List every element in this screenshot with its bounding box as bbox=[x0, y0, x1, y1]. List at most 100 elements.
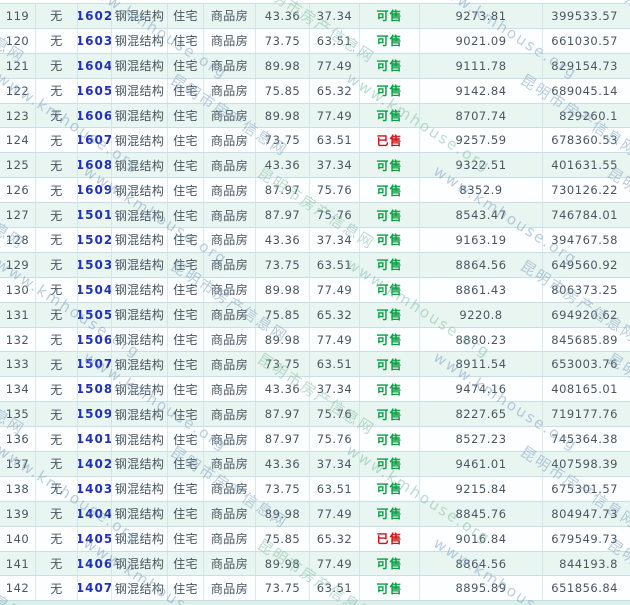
room-number-link[interactable]: 1402 bbox=[78, 452, 112, 476]
sale-type-label: 商品房 bbox=[204, 228, 256, 252]
build-area-value: 89.98 bbox=[256, 277, 310, 302]
unit-price-value: 9474.16 bbox=[420, 377, 543, 402]
usage-label: 住宅 bbox=[168, 153, 204, 178]
total-price-value: 394767.58 bbox=[551, 232, 618, 247]
total-price-value: 407598.39 bbox=[551, 456, 618, 471]
row-number: 124 bbox=[0, 128, 36, 153]
sale-type-label: 商品房 bbox=[204, 128, 256, 153]
total-price-value: 651856.84 bbox=[551, 581, 618, 596]
structure-label: 钢混结构 bbox=[112, 302, 168, 327]
room-number-link[interactable]: 1603 bbox=[78, 28, 112, 53]
structure-label: 钢混结构 bbox=[112, 153, 168, 178]
basement-label: 无 bbox=[36, 153, 78, 178]
basement-label: 无 bbox=[36, 377, 78, 402]
usage-label: 住宅 bbox=[168, 78, 204, 103]
status-badge: 已售 bbox=[360, 526, 420, 551]
sale-type-label: 商品房 bbox=[204, 452, 256, 476]
build-area-value: 89.98 bbox=[256, 53, 310, 78]
basement-label: 无 bbox=[36, 128, 78, 153]
row-number: 128 bbox=[0, 228, 36, 252]
room-number-link[interactable]: 1608 bbox=[78, 153, 112, 178]
sale-type-label: 商品房 bbox=[204, 427, 256, 452]
structure-label: 钢混结构 bbox=[112, 53, 168, 78]
basement-label: 无 bbox=[36, 4, 78, 28]
total-price-value: 408165.01 bbox=[551, 382, 618, 397]
table-row: 134 无 1508 钢混结构 住宅 商品房 43.36 37.34 可售 9474.16 4081… bbox=[0, 377, 630, 403]
inner-area-value: 37.34 bbox=[310, 228, 360, 252]
room-number-link[interactable]: 1502 bbox=[78, 228, 112, 252]
unit-price-value: 9215.84 bbox=[420, 476, 543, 501]
room-number-link[interactable]: 1605 bbox=[78, 78, 112, 103]
sale-type-label: 商品房 bbox=[204, 501, 256, 526]
structure-label: 钢混结构 bbox=[112, 78, 168, 103]
inner-area-value: 77.49 bbox=[310, 551, 360, 576]
build-area-value: 75.85 bbox=[256, 78, 310, 103]
structure-label: 钢混结构 bbox=[112, 377, 168, 402]
inner-area-value: 37.34 bbox=[310, 452, 360, 476]
room-number-link[interactable]: 1606 bbox=[78, 103, 112, 128]
table-row: 127 无 1501 钢混结构 住宅 商品房 87.97 75.76 可售 8543.47 7467… bbox=[0, 203, 630, 229]
status-badge: 可售 bbox=[360, 28, 420, 53]
row-number: 122 bbox=[0, 78, 36, 103]
room-number-link[interactable]: 1407 bbox=[78, 576, 112, 601]
room-number-link[interactable]: 1405 bbox=[78, 526, 112, 551]
usage-label: 住宅 bbox=[168, 103, 204, 128]
unit-price-value: 8352.9 bbox=[420, 178, 543, 203]
sale-type-label: 商品房 bbox=[204, 327, 256, 352]
structure-label: 钢混结构 bbox=[112, 427, 168, 452]
room-number-link[interactable]: 1507 bbox=[78, 352, 112, 377]
build-area-value: 87.97 bbox=[256, 427, 310, 452]
table-row: 126 无 1609 钢混结构 住宅 商品房 87.97 75.76 可售 8352.9 73012… bbox=[0, 178, 630, 204]
room-number-link[interactable]: 1504 bbox=[78, 277, 112, 302]
sale-type-label: 商品房 bbox=[204, 526, 256, 551]
build-area-value: 89.98 bbox=[256, 103, 310, 128]
room-number-link[interactable]: 1406 bbox=[78, 551, 112, 576]
inner-area-value: 75.76 bbox=[310, 402, 360, 427]
total-price-value: 829260.1 bbox=[559, 108, 618, 123]
room-number-link[interactable]: 1508 bbox=[78, 377, 112, 402]
sale-type-label: 商品房 bbox=[204, 576, 256, 601]
status-badge: 可售 bbox=[360, 476, 420, 501]
unit-price-value: 8543.47 bbox=[420, 203, 543, 228]
room-number-link[interactable]: 1506 bbox=[78, 327, 112, 352]
room-number-link[interactable]: 1404 bbox=[78, 501, 112, 526]
status-badge: 可售 bbox=[360, 377, 420, 402]
total-price-value: 689045.14 bbox=[551, 83, 618, 98]
total-price-value: 661030.57 bbox=[551, 33, 618, 48]
room-number-link[interactable]: 1503 bbox=[78, 252, 112, 277]
usage-label: 住宅 bbox=[168, 178, 204, 203]
status-badge: 可售 bbox=[360, 402, 420, 427]
build-area-value: 73.75 bbox=[256, 28, 310, 53]
row-number: 125 bbox=[0, 153, 36, 178]
status-badge: 可售 bbox=[360, 551, 420, 576]
row-number: 130 bbox=[0, 277, 36, 302]
room-number-link[interactable]: 1401 bbox=[78, 427, 112, 452]
room-number-link[interactable]: 1602 bbox=[78, 4, 112, 28]
sale-type-label: 商品房 bbox=[204, 28, 256, 53]
row-number: 141 bbox=[0, 551, 36, 576]
total-price-value: 730126.22 bbox=[551, 183, 618, 198]
basement-label: 无 bbox=[36, 28, 78, 53]
room-number-link[interactable]: 1403 bbox=[78, 476, 112, 501]
room-number-link[interactable]: 1501 bbox=[78, 203, 112, 228]
room-number-link[interactable]: 1609 bbox=[78, 178, 112, 203]
unit-price-value: 8880.23 bbox=[420, 327, 543, 352]
structure-label: 钢混结构 bbox=[112, 4, 168, 28]
unit-price-value: 9021.09 bbox=[420, 28, 543, 53]
usage-label: 住宅 bbox=[168, 551, 204, 576]
room-number-link[interactable]: 1607 bbox=[78, 128, 112, 153]
table-row: 119 无 1602 钢混结构 住宅 商品房 43.36 37.34 可售 9273.81 3995… bbox=[0, 4, 630, 29]
sale-type-label: 商品房 bbox=[204, 178, 256, 203]
room-number-link[interactable]: 1604 bbox=[78, 53, 112, 78]
row-number: 138 bbox=[0, 476, 36, 501]
row-number: 120 bbox=[0, 28, 36, 53]
total-price-value: 401631.55 bbox=[551, 158, 618, 173]
total-price-value: 399533.57 bbox=[551, 8, 618, 23]
basement-label: 无 bbox=[36, 53, 78, 78]
total-price-value: 694920.62 bbox=[551, 307, 618, 322]
status-badge: 已售 bbox=[360, 128, 420, 153]
sale-type-label: 商品房 bbox=[204, 203, 256, 228]
room-number-link[interactable]: 1505 bbox=[78, 302, 112, 327]
room-number-link[interactable]: 1509 bbox=[78, 402, 112, 427]
